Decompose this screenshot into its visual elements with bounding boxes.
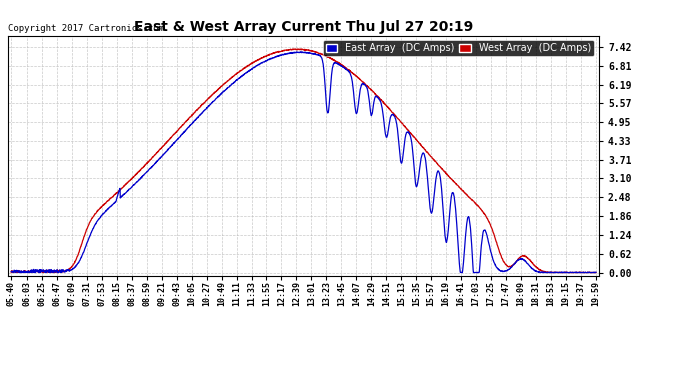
Title: East & West Array Current Thu Jul 27 20:19: East & West Array Current Thu Jul 27 20:… bbox=[134, 21, 473, 34]
Text: Copyright 2017 Cartronics.com: Copyright 2017 Cartronics.com bbox=[8, 24, 164, 33]
Legend: East Array  (DC Amps), West Array  (DC Amps): East Array (DC Amps), West Array (DC Amp… bbox=[323, 40, 594, 56]
